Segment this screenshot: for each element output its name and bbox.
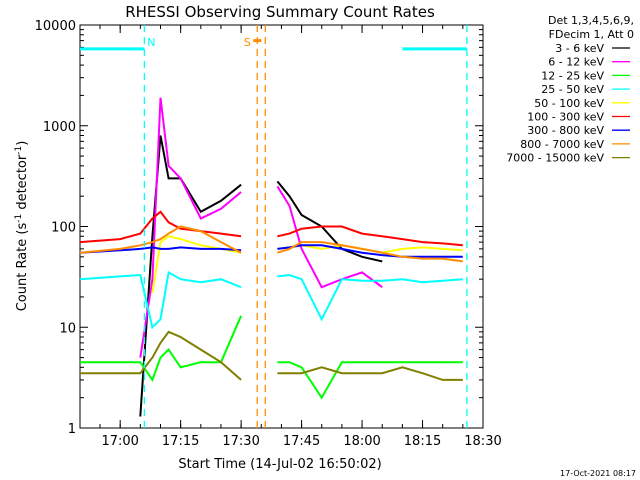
x-tick-label: 18:30 [464, 434, 501, 449]
y-tick-label: 10000 [35, 19, 76, 34]
series-line [79, 244, 463, 258]
series-line [79, 315, 463, 400]
series-line [139, 97, 383, 358]
legend-label: 300 - 800 keV [527, 124, 604, 137]
legend-label: 800 - 7000 keV [520, 138, 604, 151]
y-tick-label: 1 [68, 422, 76, 437]
x-tick-label: 17:00 [101, 434, 138, 449]
legend-label: 6 - 12 keV [548, 56, 604, 69]
series-line [79, 330, 463, 381]
legend-label: 100 - 300 keV [527, 111, 604, 124]
x-tick-label: 18:15 [404, 434, 441, 449]
x-tick-label: 17:15 [162, 434, 199, 449]
x-tick-label: 18:00 [343, 434, 380, 449]
legend-header-1: Det 1,3,4,5,6,9, [548, 14, 634, 27]
y-tick-label: 1000 [43, 120, 76, 135]
y-tick-label: 100 [51, 221, 76, 236]
marker-label: N [147, 36, 155, 49]
chart-title: RHESSI Observing Summary Count Rates [125, 3, 435, 21]
y-tick-label: 10 [59, 321, 76, 336]
x-axis-label: Start Time (14-Jul-02 16:50:02) [178, 457, 381, 472]
series-line [79, 225, 463, 263]
series-line [79, 210, 463, 247]
plot-frame [79, 24, 484, 429]
legend-label: 25 - 50 keV [541, 83, 604, 96]
legend-label: 12 - 25 keV [541, 69, 604, 82]
legend-label: 3 - 6 keV [555, 42, 604, 55]
legend: Det 1,3,4,5,6,9, FDecim 1, Att 0 3 - 6 k… [506, 14, 634, 165]
marker-label: S [244, 36, 251, 49]
x-tick-label: 17:45 [283, 434, 320, 449]
y-axis: 1 10 100 1000 10000 [35, 19, 483, 437]
plot-area [79, 97, 463, 417]
x-tick-label: 17:30 [222, 434, 259, 449]
legend-label: 7000 - 15000 keV [506, 152, 604, 165]
legend-header-2: FDecim 1, Att 0 [549, 28, 634, 41]
series-line [79, 270, 463, 330]
legend-label: 50 - 100 keV [534, 97, 604, 110]
y-axis-label: Count Rate (s-1 detector-1) [14, 141, 30, 312]
x-axis: 17:00 17:15 17:30 17:45 18:00 18:15 18:30 [99, 25, 502, 449]
footer-date: 17-Oct-2021 08:17 [560, 469, 636, 478]
